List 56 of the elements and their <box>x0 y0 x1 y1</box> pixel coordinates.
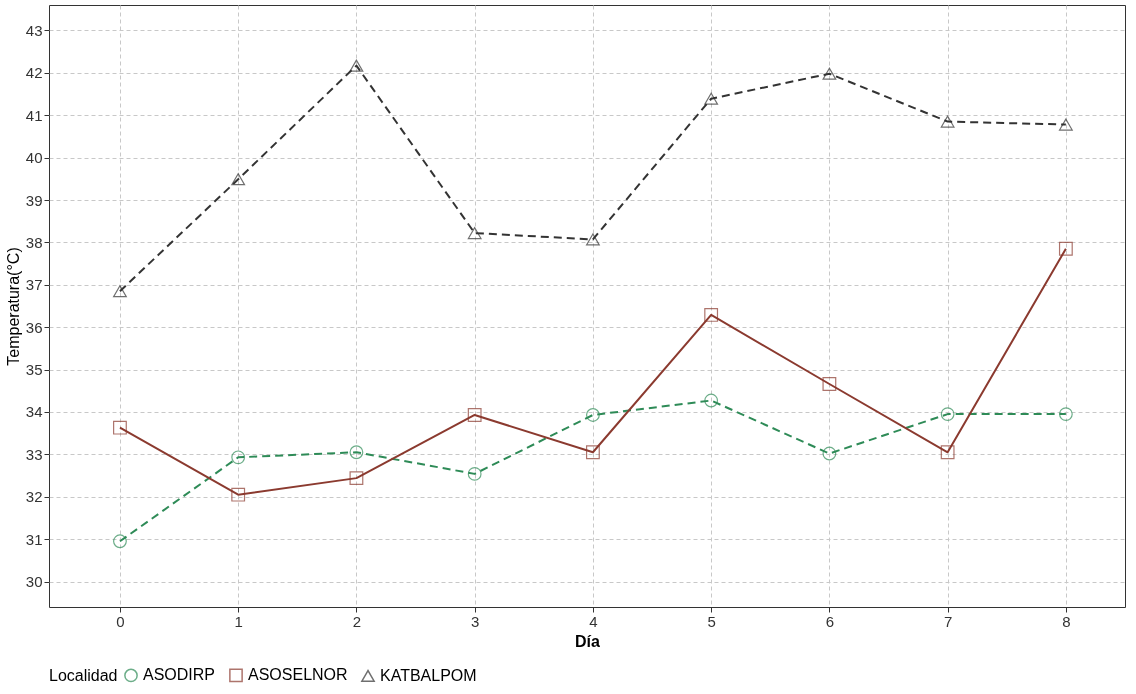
y-tick-label: 30 <box>25 573 43 591</box>
point <box>1058 407 1073 422</box>
point <box>113 420 127 435</box>
point <box>822 446 837 461</box>
point <box>940 445 955 460</box>
point <box>940 407 955 422</box>
point <box>585 233 600 246</box>
point <box>467 227 482 240</box>
point <box>704 393 719 408</box>
point <box>467 466 482 481</box>
point <box>704 307 719 322</box>
point <box>467 408 482 422</box>
x-tick-label: 1 <box>234 612 243 630</box>
point <box>349 445 364 460</box>
y-tick-label: 41 <box>25 106 43 124</box>
legend-label: KATBALPOM <box>380 666 477 684</box>
point <box>1058 241 1073 256</box>
point <box>822 67 837 80</box>
x-axis-title: Día <box>575 632 601 650</box>
legend-title: Localidad <box>49 667 118 684</box>
y-tick-label: 31 <box>25 530 43 548</box>
point <box>940 115 955 128</box>
y-tick-label: 42 <box>25 64 43 82</box>
point <box>1058 118 1073 131</box>
y-tick-label: 36 <box>25 318 43 336</box>
y-tick-label: 34 <box>25 403 43 421</box>
x-tick-label: 0 <box>116 612 125 630</box>
x-tick-label: 3 <box>471 612 480 630</box>
point <box>349 59 364 72</box>
point <box>822 377 837 391</box>
y-axis-title: Temperatura(°C) <box>4 247 22 366</box>
x-tick-label: 4 <box>589 612 598 630</box>
point <box>231 487 246 502</box>
y-tick-label: 40 <box>25 149 43 167</box>
y-tick-label: 39 <box>25 191 43 209</box>
x-tick-label: 6 <box>825 612 835 630</box>
y-tick-label: 38 <box>25 233 43 251</box>
y-tick-label: 37 <box>25 276 43 294</box>
y-tick-label: 32 <box>25 488 43 506</box>
point <box>113 285 127 298</box>
x-tick-label: 5 <box>707 612 716 630</box>
point <box>704 92 719 105</box>
legend-label: ASOSELNOR <box>248 666 348 684</box>
x-tick-label: 2 <box>352 612 362 630</box>
point <box>585 408 600 422</box>
y-tick-label: 43 <box>25 21 43 39</box>
legend-label: ASODIRP <box>143 666 216 684</box>
y-tick-label: 35 <box>25 361 43 379</box>
point <box>113 534 127 549</box>
point <box>585 445 600 460</box>
point <box>231 173 246 186</box>
x-tick-label: 7 <box>943 612 953 630</box>
point <box>231 450 246 465</box>
x-tick-label: 8 <box>1062 612 1071 630</box>
point <box>349 471 364 486</box>
y-tick-label: 33 <box>25 445 43 463</box>
